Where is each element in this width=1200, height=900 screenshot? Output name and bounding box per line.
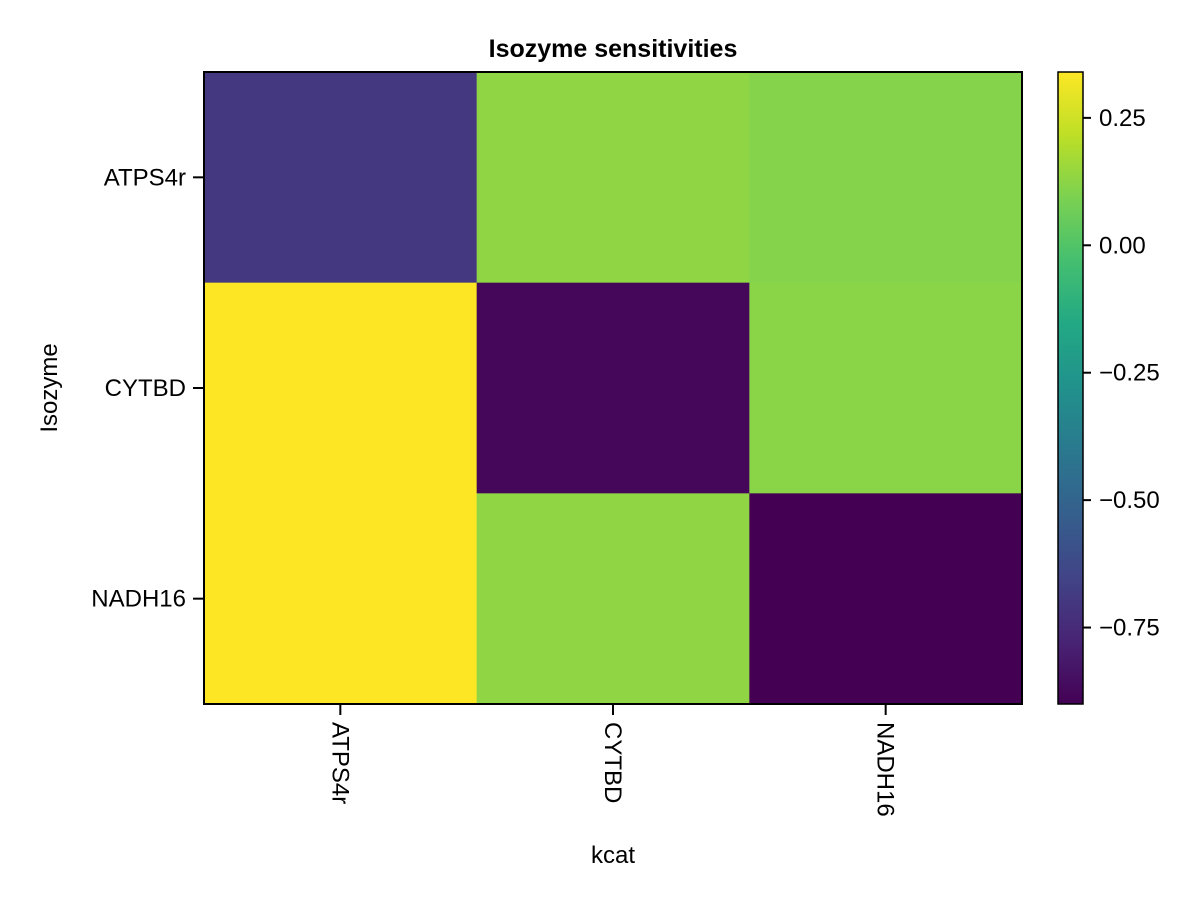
heatmap-cell <box>476 493 750 705</box>
heatmap-cell <box>204 493 478 705</box>
x-axis-ticks: ATPS4r CYTBD NADH16 <box>326 704 899 817</box>
y-tick-label: ATPS4r <box>104 164 186 191</box>
y-axis-ticks: ATPS4r CYTBD NADH16 <box>91 164 204 613</box>
y-tick-label: NADH16 <box>91 586 186 613</box>
colorbar-ticks: 0.25 0.00 −0.25 −0.50 −0.75 <box>1083 105 1160 642</box>
colorbar-tick-label: 0.00 <box>1099 232 1146 259</box>
x-axis-label: kcat <box>591 842 635 869</box>
heatmap-cell <box>204 72 478 284</box>
x-tick-label: CYTBD <box>599 722 626 803</box>
heatmap-cell <box>749 72 1023 284</box>
colorbar-tick-label: −0.25 <box>1099 360 1160 387</box>
heatmap-cells <box>204 72 1023 705</box>
y-tick-label: CYTBD <box>105 375 186 402</box>
heatmap-cell <box>749 282 1023 494</box>
heatmap-cell <box>204 282 478 494</box>
x-tick-label: ATPS4r <box>326 722 353 804</box>
heatmap-cell <box>749 493 1023 705</box>
chart-title: Isozyme sensitivities <box>489 35 738 63</box>
y-axis-label: Isozyme <box>36 343 63 432</box>
heatmap-cell <box>476 282 750 494</box>
heatmap-cell <box>476 72 750 284</box>
x-tick-label: NADH16 <box>872 722 899 817</box>
colorbar-tick-label: −0.50 <box>1099 487 1160 514</box>
colorbar <box>1057 71 1084 705</box>
colorbar-tick-label: −0.75 <box>1099 615 1160 642</box>
colorbar-tick-label: 0.25 <box>1099 105 1146 132</box>
